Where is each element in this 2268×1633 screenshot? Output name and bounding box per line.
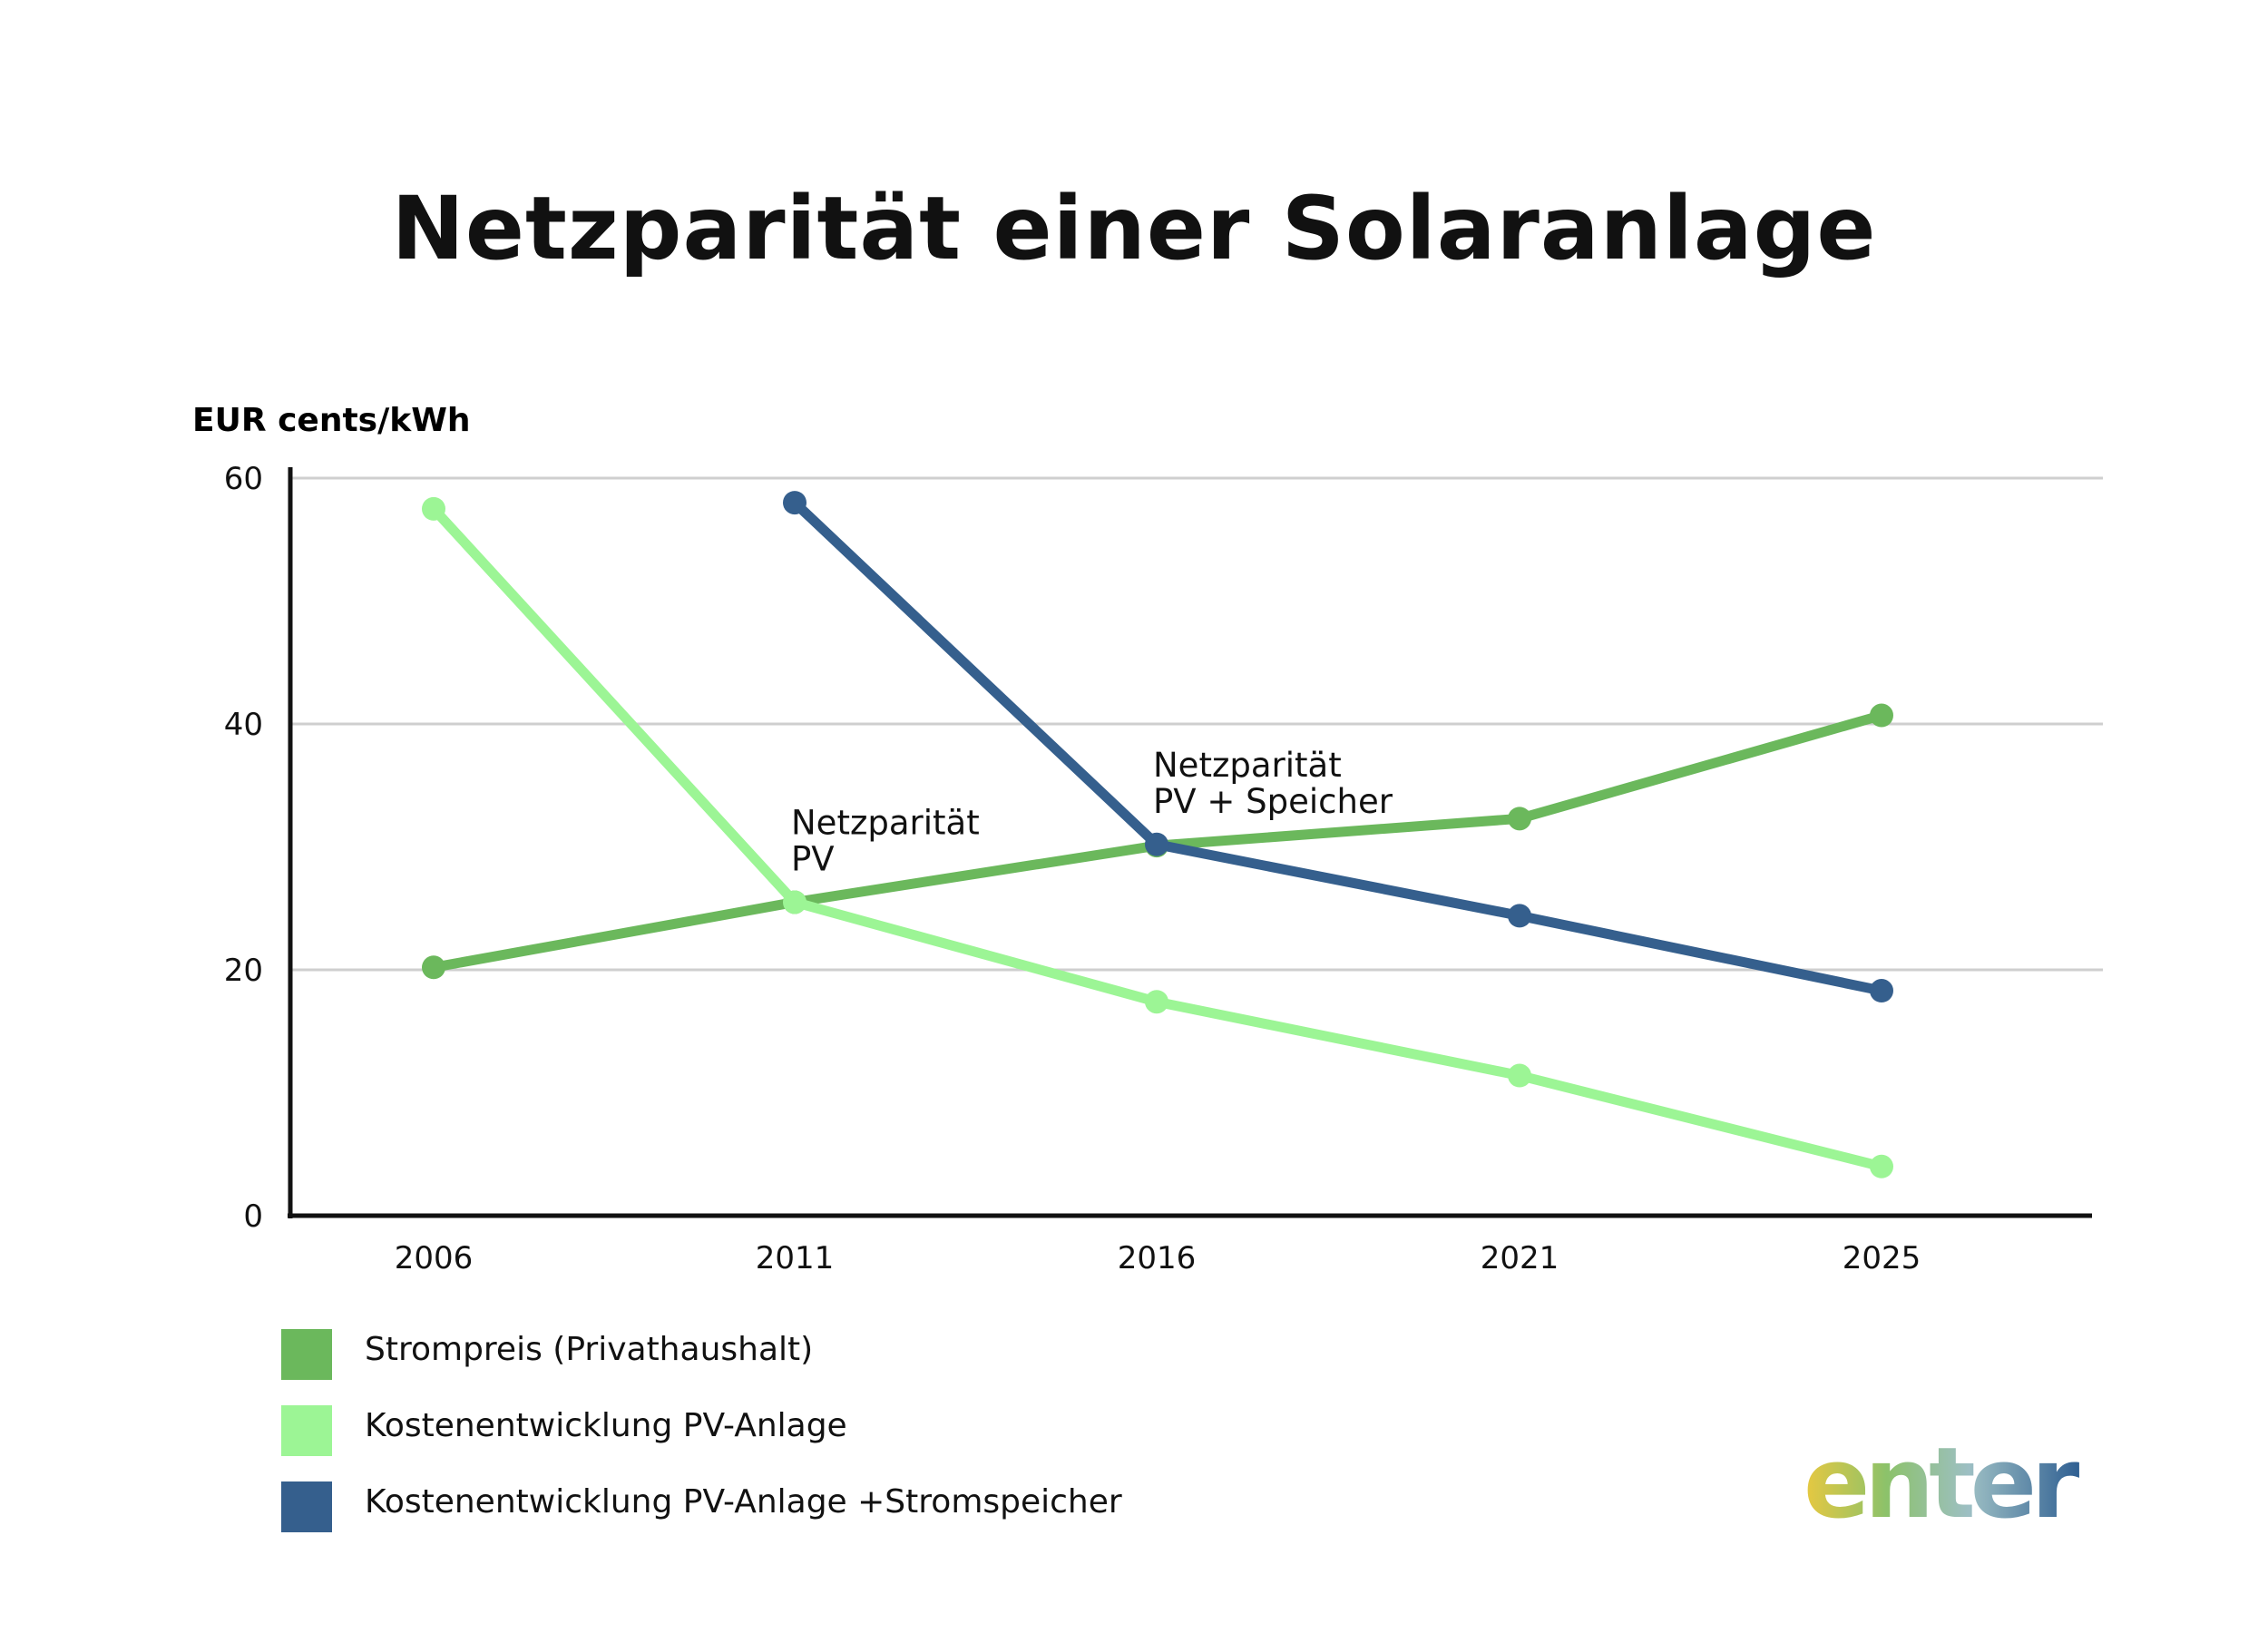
annotation-line: Netzparität (1153, 746, 1342, 785)
data-point (1145, 832, 1168, 856)
data-point (1508, 1063, 1531, 1088)
chart-title: Netzparität einer Solaranlage (391, 178, 1877, 279)
legend-label: Strompreis (Privathaushalt) (365, 1331, 814, 1368)
data-point (1145, 990, 1168, 1014)
y-tick-labels: 0 20 40 60 (224, 461, 263, 1235)
y-tick-label: 40 (224, 707, 263, 743)
data-point (1870, 979, 1893, 1003)
data-point (422, 955, 445, 980)
annotation-label: Netzparität PV + Speicher (1153, 746, 1393, 821)
x-tick-label: 2025 (1843, 1240, 1921, 1276)
x-tick-label: 2011 (756, 1240, 835, 1276)
enter-logo: enter (1804, 1433, 2085, 1533)
data-point (422, 496, 445, 521)
y-tick-label: 0 (243, 1198, 263, 1235)
legend-swatch (281, 1405, 332, 1456)
y-tick-label: 20 (224, 953, 263, 989)
legend-swatch (281, 1481, 332, 1532)
annotation-line: Netzparität (791, 803, 980, 842)
y-axis-label: EUR cents/kWh (192, 402, 471, 439)
data-point (1870, 1154, 1893, 1178)
x-tick-label: 2016 (1118, 1240, 1197, 1276)
logo-text: enter (1804, 1433, 2079, 1533)
annotation-line: PV (791, 839, 835, 878)
annotation-label: Netzparität PV (791, 803, 980, 878)
annotation-line: PV + Speicher (1153, 782, 1393, 821)
data-point (1508, 807, 1531, 831)
axes (288, 467, 2092, 1218)
data-point (783, 890, 807, 914)
y-tick-label: 60 (224, 461, 263, 497)
legend-swatch (281, 1329, 332, 1380)
legend-label: Kostenentwicklung PV-Anlage (365, 1407, 847, 1444)
x-tick-labels: 2006 2011 2016 2021 2025 (395, 1240, 1921, 1276)
data-point (783, 491, 807, 515)
data-point (1870, 703, 1893, 728)
x-tick-label: 2006 (395, 1240, 474, 1276)
series-2 (422, 496, 1893, 1178)
series-line (789, 497, 1887, 996)
series-3 (783, 491, 1893, 1003)
series-lines (422, 491, 1893, 1178)
gridlines (290, 476, 2103, 972)
legend-label: Kostenentwicklung PV-Anlage +Stromspeich… (365, 1483, 1122, 1521)
data-point (1508, 904, 1531, 928)
x-tick-label: 2021 (1481, 1240, 1559, 1276)
